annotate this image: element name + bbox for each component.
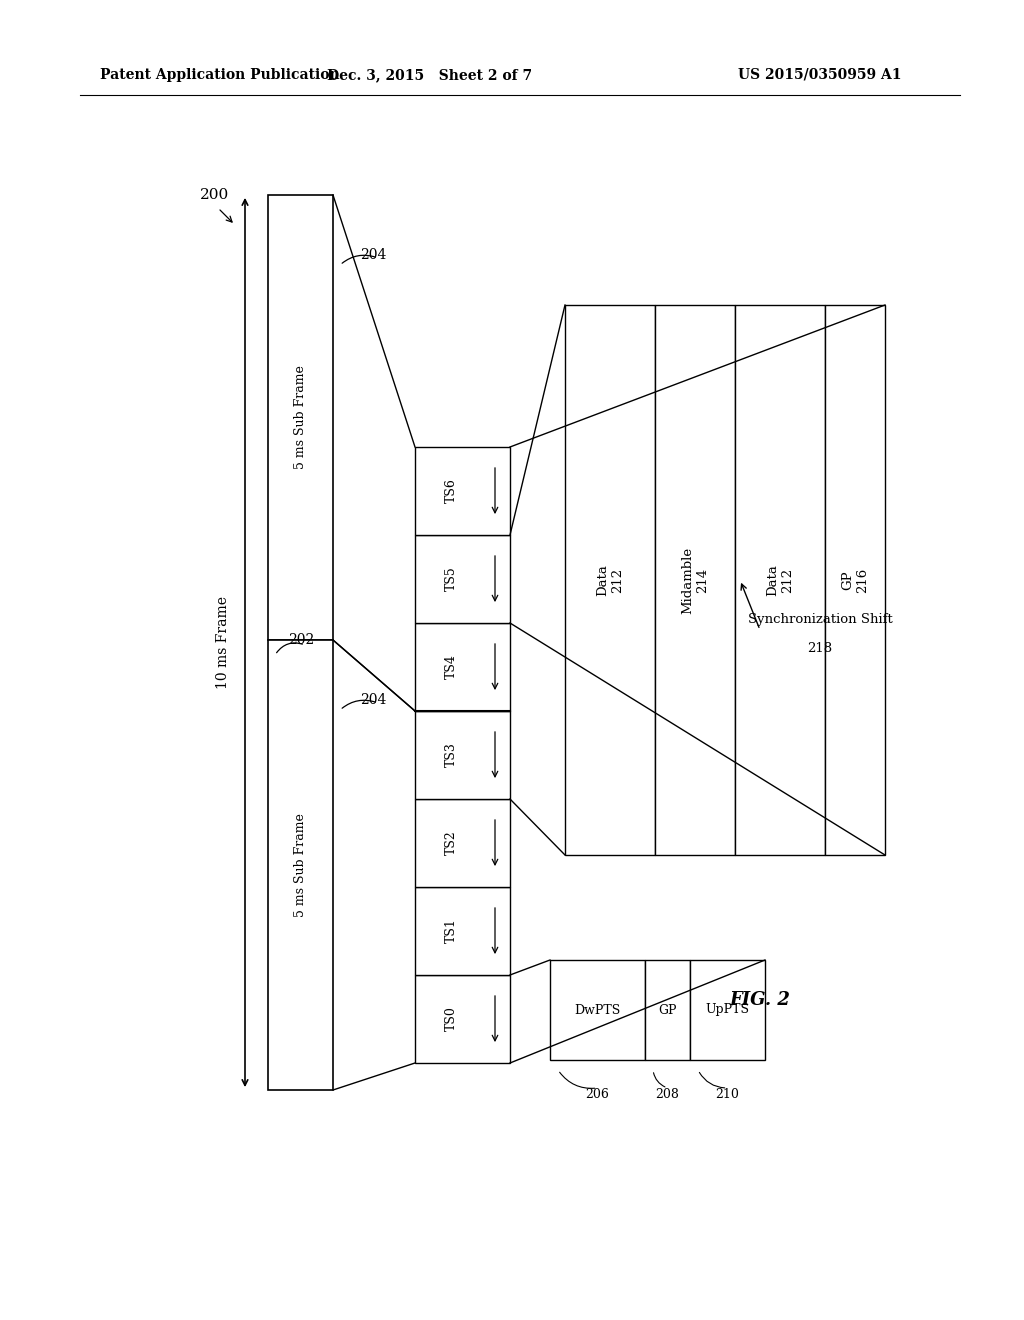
Text: GP
216: GP 216 — [841, 568, 869, 593]
Text: 204: 204 — [360, 693, 386, 708]
Text: 202: 202 — [288, 634, 314, 647]
Text: UpPTS: UpPTS — [706, 1003, 750, 1016]
Bar — [415, 623, 510, 711]
Text: TS3: TS3 — [444, 743, 458, 767]
Text: 5 ms Sub Frame: 5 ms Sub Frame — [294, 366, 307, 470]
Text: 210: 210 — [716, 1089, 739, 1101]
Bar — [268, 195, 333, 640]
Bar — [415, 711, 510, 799]
Text: 200: 200 — [200, 187, 229, 202]
Text: Data
212: Data 212 — [766, 564, 794, 595]
Text: US 2015/0350959 A1: US 2015/0350959 A1 — [738, 69, 902, 82]
Bar — [565, 305, 655, 855]
Text: 204: 204 — [360, 248, 386, 261]
Text: FIG. 2: FIG. 2 — [729, 991, 791, 1008]
Text: 206: 206 — [586, 1089, 609, 1101]
Bar — [690, 960, 765, 1060]
Bar — [415, 799, 510, 887]
Bar — [735, 305, 825, 855]
Bar — [655, 305, 735, 855]
Bar — [415, 975, 510, 1063]
Bar — [415, 535, 510, 623]
Text: TS4: TS4 — [444, 655, 458, 680]
Text: TS1: TS1 — [444, 919, 458, 944]
Bar — [645, 960, 690, 1060]
Text: TS2: TS2 — [444, 830, 458, 855]
Text: Midamble
214: Midamble 214 — [681, 546, 709, 614]
Text: Patent Application Publication: Patent Application Publication — [100, 69, 340, 82]
Bar — [550, 960, 645, 1060]
Text: Synchronization Shift: Synchronization Shift — [748, 614, 892, 627]
Text: 208: 208 — [655, 1089, 680, 1101]
Text: GP: GP — [658, 1003, 677, 1016]
Text: TS0: TS0 — [444, 1007, 458, 1031]
Text: 5 ms Sub Frame: 5 ms Sub Frame — [294, 813, 307, 917]
Bar — [415, 447, 510, 535]
Text: DwPTS: DwPTS — [574, 1003, 621, 1016]
Text: 218: 218 — [808, 642, 833, 655]
Bar — [415, 887, 510, 975]
Text: TS6: TS6 — [444, 479, 458, 503]
Text: Dec. 3, 2015   Sheet 2 of 7: Dec. 3, 2015 Sheet 2 of 7 — [328, 69, 532, 82]
Text: Data
212: Data 212 — [596, 564, 624, 595]
Text: TS5: TS5 — [444, 566, 458, 591]
Text: 10 ms Frame: 10 ms Frame — [216, 597, 230, 689]
Bar — [268, 640, 333, 1090]
Bar — [825, 305, 885, 855]
